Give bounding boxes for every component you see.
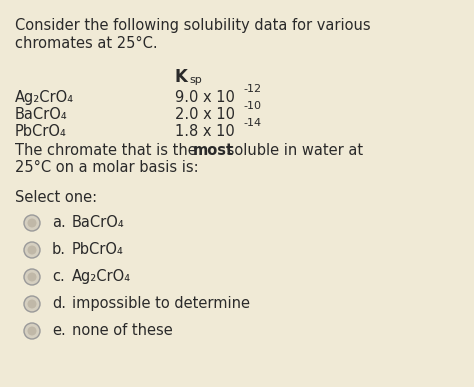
Text: The chromate that is the: The chromate that is the (15, 143, 201, 158)
Text: 25°C on a molar basis is:: 25°C on a molar basis is: (15, 160, 199, 175)
Text: K: K (175, 68, 188, 86)
Text: BaCrO₄: BaCrO₄ (15, 107, 68, 122)
Circle shape (27, 327, 36, 336)
Circle shape (24, 269, 40, 285)
Circle shape (24, 323, 40, 339)
Text: most: most (193, 143, 234, 158)
Text: 2.0 x 10: 2.0 x 10 (175, 107, 235, 122)
Text: soluble in water at: soluble in water at (222, 143, 363, 158)
Circle shape (24, 296, 40, 312)
Circle shape (27, 300, 36, 308)
Text: impossible to determine: impossible to determine (72, 296, 250, 311)
Text: sp: sp (189, 75, 202, 85)
Circle shape (27, 272, 36, 281)
Text: none of these: none of these (72, 323, 173, 338)
Text: PbCrO₄: PbCrO₄ (15, 124, 67, 139)
Circle shape (27, 219, 36, 228)
Text: -10: -10 (243, 101, 261, 111)
Text: BaCrO₄: BaCrO₄ (72, 215, 125, 230)
Text: Consider the following solubility data for various: Consider the following solubility data f… (15, 18, 371, 33)
Text: Select one:: Select one: (15, 190, 97, 205)
Text: a.: a. (52, 215, 66, 230)
Text: chromates at 25°C.: chromates at 25°C. (15, 36, 158, 51)
Text: -14: -14 (243, 118, 261, 128)
Text: -12: -12 (243, 84, 261, 94)
Circle shape (24, 215, 40, 231)
Text: Ag₂CrO₄: Ag₂CrO₄ (15, 90, 74, 105)
Circle shape (27, 245, 36, 255)
Text: e.: e. (52, 323, 66, 338)
Circle shape (24, 242, 40, 258)
Text: d.: d. (52, 296, 66, 311)
Text: 9.0 x 10: 9.0 x 10 (175, 90, 235, 105)
Text: b.: b. (52, 242, 66, 257)
Text: Ag₂CrO₄: Ag₂CrO₄ (72, 269, 131, 284)
Text: 1.8 x 10: 1.8 x 10 (175, 124, 235, 139)
Text: PbCrO₄: PbCrO₄ (72, 242, 124, 257)
Text: c.: c. (52, 269, 65, 284)
